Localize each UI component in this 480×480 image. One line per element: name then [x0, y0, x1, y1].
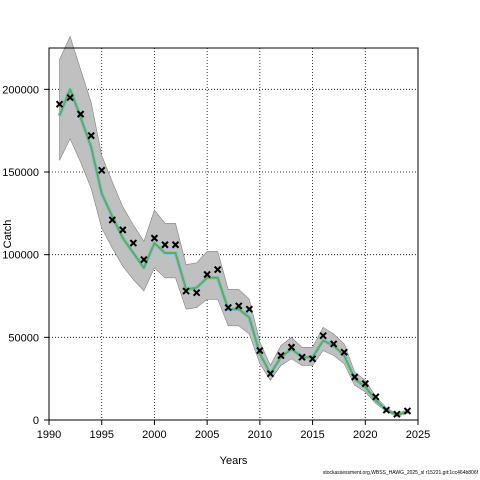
observed-point [129, 239, 138, 247]
observed-point [119, 226, 127, 234]
x-tick-label: 2020 [353, 429, 377, 441]
observed-point [245, 305, 254, 313]
observed-point [140, 255, 148, 264]
fitted-line [57, 87, 409, 417]
observed-point [361, 379, 369, 388]
observed-point [403, 407, 412, 415]
x-axis: 1990 1995 2000 2005 2010 2015 2020 2025 [37, 420, 430, 441]
y-axis-title: Catch [2, 220, 14, 249]
observed-point [55, 100, 64, 108]
observed-point [340, 348, 348, 356]
observed-point [192, 288, 201, 297]
observed-point [171, 241, 180, 249]
observed-point [161, 241, 169, 249]
x-tick-label: 1990 [37, 429, 61, 441]
observed-point [76, 110, 85, 118]
observed-point [203, 270, 211, 279]
observed-point [256, 346, 264, 355]
x-tick-label: 2015 [300, 429, 324, 441]
observed-point [319, 331, 327, 340]
observed-point [329, 340, 338, 348]
observed-point [277, 351, 285, 360]
y-tick-label: 150000 [2, 167, 39, 179]
observed-point [308, 355, 317, 363]
x-axis-title: Years [220, 455, 248, 467]
observed-point [182, 287, 190, 295]
observed-point [372, 393, 380, 401]
fitted-line-outer [57, 87, 409, 417]
observed-point [382, 406, 391, 414]
observed-point [235, 302, 243, 310]
y-tick-label: 200000 [2, 84, 39, 96]
y-tick-label: 100000 [2, 250, 39, 262]
confidence-band-area [59, 35, 408, 417]
observed-point [98, 166, 106, 175]
observed-point [66, 93, 74, 102]
y-tick-label: 0 [33, 415, 39, 427]
y-axis: 0 50000 100000 150000 200000 [2, 84, 49, 427]
observed-point [213, 265, 222, 274]
observed-point [351, 373, 359, 381]
observed-point [393, 410, 401, 418]
x-tick-label: 2010 [248, 429, 272, 441]
x-tick-label: 2025 [406, 429, 430, 441]
footer-credit: stockassessment.org,WBSS_HAWG_2025_sl r1… [322, 470, 478, 476]
y-tick-label: 50000 [8, 332, 39, 344]
plot-frame [48, 47, 419, 421]
x-tick-label: 2000 [142, 429, 166, 441]
grid-lines [48, 48, 419, 421]
observed-point [87, 131, 95, 140]
observed-markers [55, 93, 412, 418]
observed-point [224, 303, 232, 312]
observed-point [298, 353, 306, 361]
observed-point [108, 216, 116, 224]
x-tick-label: 1995 [89, 429, 113, 441]
fitted-line-inner [58, 88, 408, 416]
observed-point [150, 234, 159, 242]
observed-point [266, 369, 275, 378]
x-tick-label: 2005 [195, 429, 219, 441]
observed-point [287, 343, 296, 351]
confidence-band [59, 35, 408, 417]
